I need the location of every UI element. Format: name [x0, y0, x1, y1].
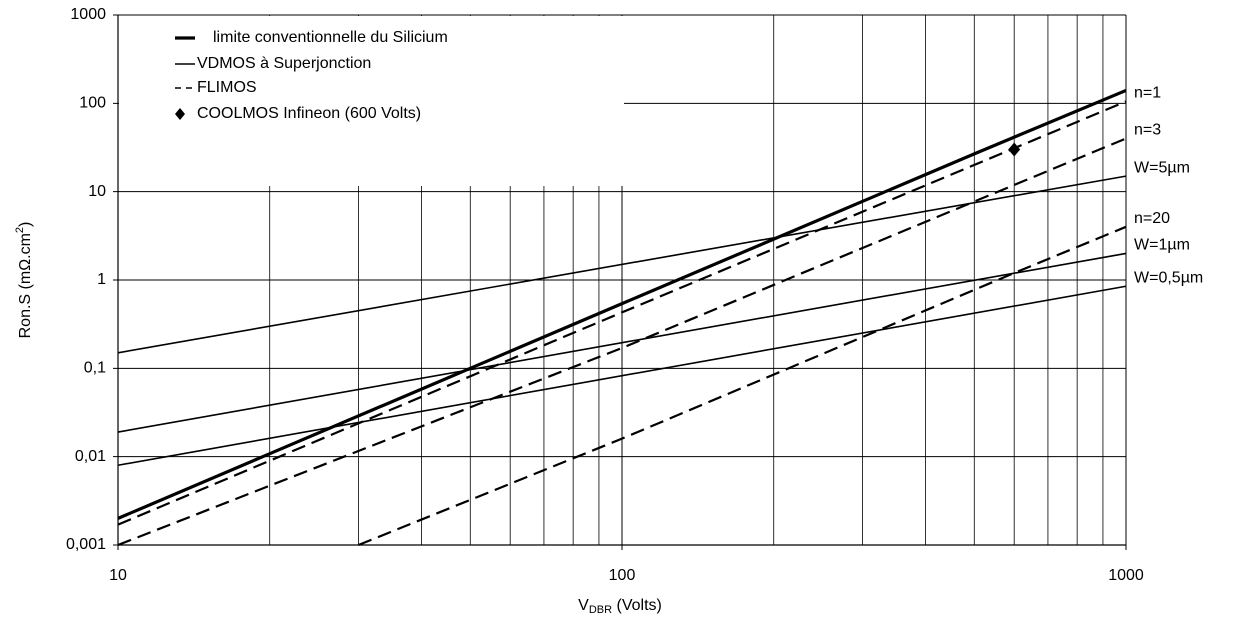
- x-axis-label: VDBR (Volts): [578, 597, 662, 616]
- legend-label: limite conventionnelle du Silicium: [213, 29, 448, 46]
- y-tick-label: 1000: [70, 6, 106, 23]
- data-point: [1008, 142, 1021, 157]
- curve: [117, 88, 1127, 520]
- curve: [358, 225, 1127, 547]
- curve: [117, 175, 1127, 354]
- y-label-rest: ): [17, 222, 34, 227]
- x-tick-label: 1000: [1108, 567, 1144, 584]
- x-label-sub: DBR: [589, 604, 612, 616]
- y-tick-label: 0,1: [84, 360, 106, 377]
- curve: [117, 137, 1127, 547]
- curve-label: W=5µm: [1134, 159, 1190, 176]
- y-tick-label: 100: [79, 95, 106, 112]
- x-label-rest: (Volts): [612, 597, 662, 614]
- curve-label: W=0,5µm: [1134, 269, 1203, 286]
- curve: [117, 252, 1127, 433]
- x-label-main: V: [578, 597, 589, 614]
- y-axis-label: Ron.S (mΩ.cm2): [14, 222, 34, 339]
- legend-marker: [175, 108, 185, 120]
- curve-label: n=1: [1134, 85, 1161, 102]
- y-tick-label: 10: [88, 183, 106, 200]
- legend-label: COOLMOS Infineon (600 Volts): [197, 105, 421, 122]
- curve-label: n=20: [1134, 210, 1170, 227]
- x-tick-label: 100: [609, 567, 636, 584]
- legend-box: [119, 16, 624, 186]
- curve: [117, 100, 1127, 526]
- y-label-main: Ron.S (mΩ.cm: [17, 233, 34, 338]
- y-tick-label: 0,01: [75, 448, 106, 465]
- y-label-sup: 2: [14, 227, 26, 233]
- curve: [117, 285, 1127, 467]
- legend-label: FLIMOS: [197, 79, 257, 96]
- y-tick-label: 0,001: [66, 536, 106, 553]
- curve-label: W=1µm: [1134, 237, 1190, 254]
- curve-label: n=3: [1134, 122, 1161, 139]
- legend-label: VDMOS à Superjonction: [197, 55, 371, 72]
- y-tick-label: 1: [97, 271, 106, 288]
- x-tick-label: 10: [109, 567, 127, 584]
